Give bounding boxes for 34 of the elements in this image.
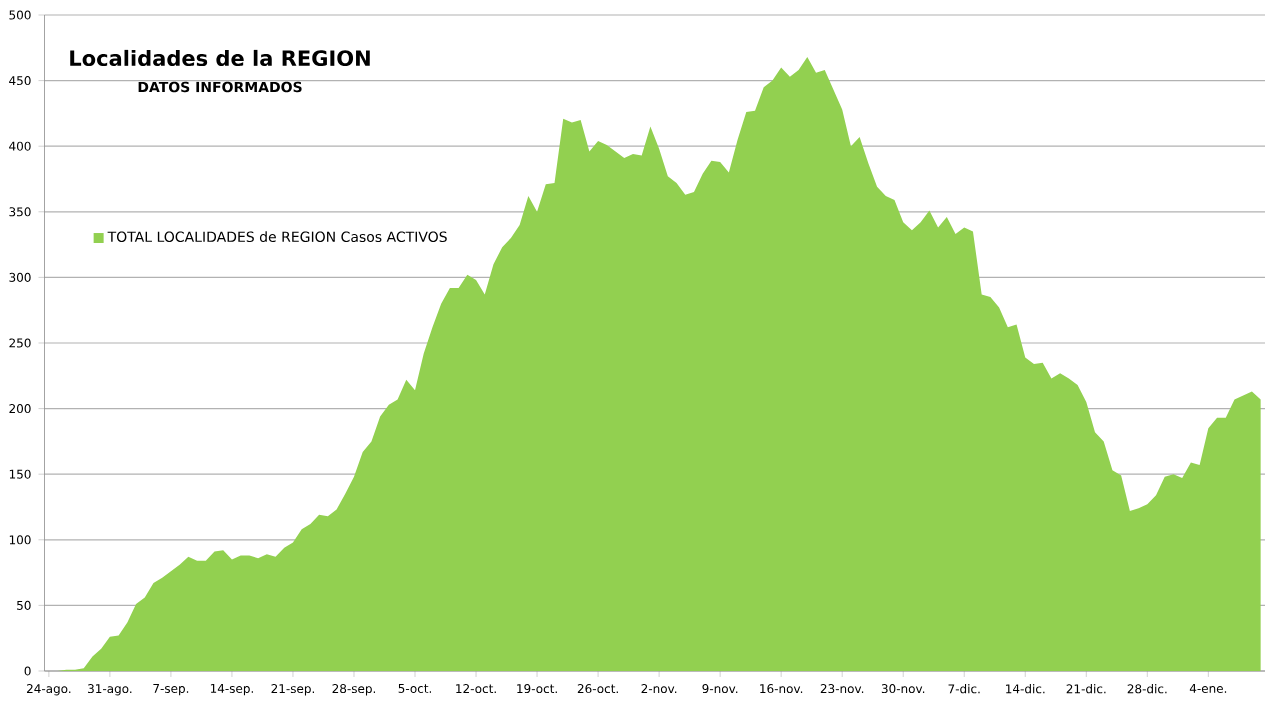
y-tick-label: 200 xyxy=(9,404,31,414)
x-tick-label: 5-oct. xyxy=(398,684,432,693)
legend-label: TOTAL LOCALIDADES de REGION Casos ACTIVOS xyxy=(107,231,447,243)
y-tick-label: 0 xyxy=(24,666,31,676)
y-tick-label: 500 xyxy=(9,10,31,20)
x-tick-label: 21-dic. xyxy=(1066,684,1106,694)
x-tick-label: 28-sep. xyxy=(332,684,376,696)
x-tick-label: 19-oct. xyxy=(517,684,557,694)
y-tick-label: 450 xyxy=(9,76,31,86)
x-tick-label: 14-sep. xyxy=(210,684,253,696)
y-tick-label: 50 xyxy=(17,600,31,610)
x-tick-label: 31-ago. xyxy=(88,684,132,696)
x-tick-label: 16-nov. xyxy=(760,684,803,694)
x-tick-label: 23-nov. xyxy=(820,684,864,694)
text: Localidades de la REGION xyxy=(70,49,370,67)
y-tick-label: 250 xyxy=(9,338,31,348)
x-tick-label: 4-ene. xyxy=(1189,684,1227,693)
y-tick-label: 400 xyxy=(9,141,31,151)
y-tick-label: 100 xyxy=(9,535,31,545)
text: DATOS INFORMADOS xyxy=(138,81,302,93)
y-tick-label: 150 xyxy=(9,469,31,479)
x-tick-label: 24-ago. xyxy=(26,684,71,696)
x-tick-label: 7-sep. xyxy=(153,684,189,696)
x-tick-label: 14-dic. xyxy=(1006,684,1045,694)
x-tick-label: 28-dic. xyxy=(1127,684,1167,694)
x-tick-label: 30-nov. xyxy=(881,684,925,694)
x-tick-label: 2-nov. xyxy=(641,684,677,694)
y-tick-label: 300 xyxy=(9,272,31,282)
x-tick-label: 21-sep. xyxy=(271,684,314,696)
x-tick-label: 9-nov. xyxy=(702,684,738,694)
x-tick-label: 26-oct. xyxy=(577,684,618,694)
x-tick-label: 7-dic. xyxy=(948,684,980,694)
x-tick-label: 12-oct. xyxy=(456,684,496,694)
y-tick-label: 350 xyxy=(9,207,31,217)
